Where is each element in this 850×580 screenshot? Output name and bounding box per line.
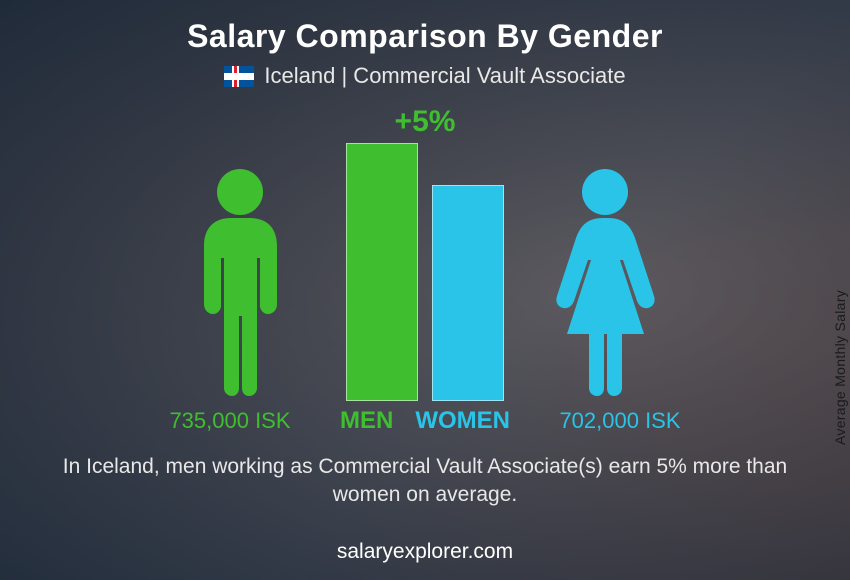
woman-icon: [545, 166, 665, 401]
gender-labels: MEN WOMEN: [340, 407, 510, 435]
y-axis-label: Average Monthly Salary: [832, 290, 848, 445]
infographic-container: Salary Comparison By Gender Iceland | Co…: [0, 0, 850, 580]
subtitle-row: Iceland | Commercial Vault Associate: [224, 63, 625, 89]
women-label: WOMEN: [415, 407, 510, 435]
bar-group: [346, 143, 504, 401]
iceland-flag-icon: [224, 66, 254, 87]
man-icon: [185, 166, 295, 401]
footer-source: salaryexplorer.com: [0, 540, 850, 564]
chart-area: +5% 735,000 ISK ME: [145, 105, 705, 435]
men-bar: [346, 143, 418, 401]
percentage-diff-label: +5%: [395, 105, 456, 139]
men-label: MEN: [340, 407, 393, 435]
women-bar: [432, 185, 504, 401]
men-salary-value: 735,000 ISK: [145, 408, 315, 434]
labels-row: 735,000 ISK MEN WOMEN 702,000 ISK: [145, 407, 705, 435]
subtitle-text: Iceland | Commercial Vault Associate: [264, 63, 625, 89]
women-salary-value: 702,000 ISK: [535, 408, 705, 434]
main-title: Salary Comparison By Gender: [187, 18, 663, 55]
description-text: In Iceland, men working as Commercial Va…: [45, 453, 805, 510]
